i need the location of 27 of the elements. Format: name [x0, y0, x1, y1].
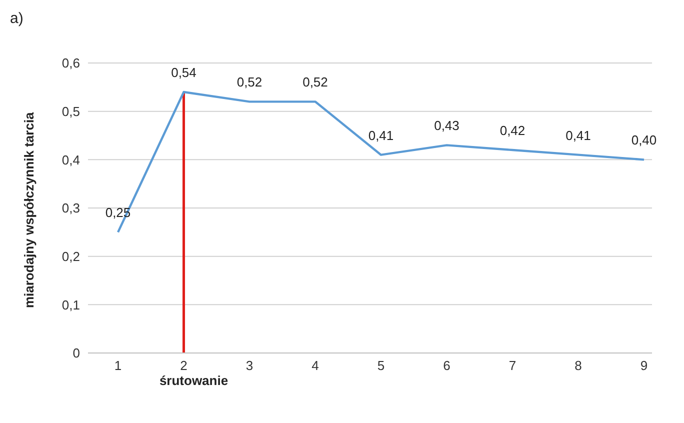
y-tick-label: 0,2 — [62, 248, 80, 264]
x-tick-label: 4 — [312, 358, 319, 374]
y-axis-title: miarodajny współczynnik tarcia — [22, 111, 37, 308]
y-tick-label: 0,3 — [62, 200, 80, 216]
x-tick-label: 7 — [508, 358, 516, 374]
ref-line-label: śrutowanie — [159, 373, 228, 388]
x-tick-label: 3 — [246, 358, 254, 374]
x-tick-label: 9 — [640, 358, 648, 374]
y-tick-label: 0 — [72, 346, 80, 361]
x-tick-label: 1 — [114, 358, 122, 374]
data-label: 0,43 — [434, 118, 460, 134]
x-tick-label: 5 — [377, 358, 385, 374]
data-label: 0,41 — [566, 128, 591, 143]
data-label: 0,40 — [631, 132, 657, 148]
y-tick-label: 0,6 — [62, 56, 80, 71]
data-label: 0,52 — [236, 74, 262, 90]
x-tick-label: 2 — [180, 358, 188, 374]
data-label: 0,52 — [302, 74, 328, 90]
x-tick-label: 8 — [574, 358, 582, 374]
x-tick-label: 6 — [443, 358, 450, 374]
text: a) — [10, 10, 24, 27]
y-tick-label: 0,5 — [62, 104, 80, 119]
data-label: 0,42 — [500, 123, 526, 138]
y-tick-label: 0,4 — [62, 152, 80, 168]
data-label: 0,54 — [171, 65, 196, 80]
data-label: 0,41 — [368, 128, 394, 143]
y-tick-label: 0,1 — [62, 297, 80, 312]
